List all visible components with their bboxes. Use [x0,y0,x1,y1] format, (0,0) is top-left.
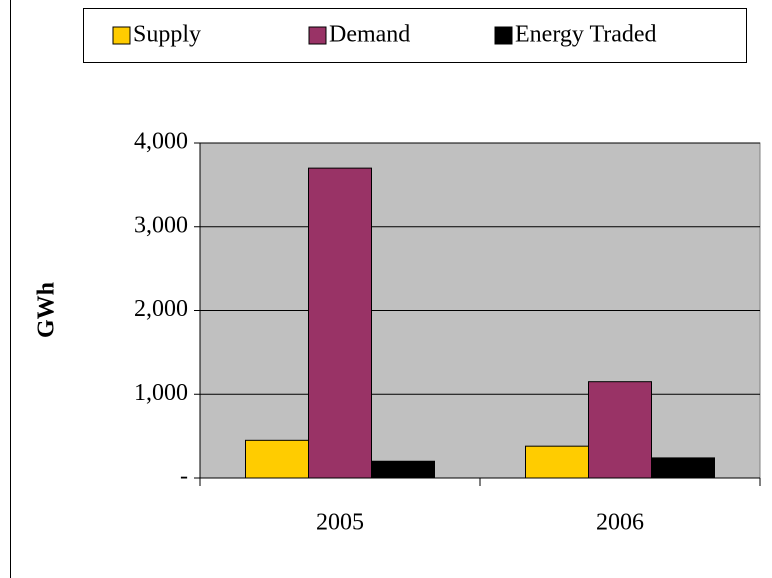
legend-box [83,8,747,63]
legend-label: Demand [329,22,410,48]
bar [371,460,435,479]
x-tick-label: 2006 [596,510,644,536]
legend-swatch [112,26,131,45]
bar [525,445,589,479]
legend-label: Supply [133,22,201,48]
y-tick-label: 2,000 [134,296,188,322]
y-tick-label: 3,000 [134,212,188,238]
bar [308,167,372,479]
bar [651,457,715,479]
y-tick-label: 4,000 [134,129,188,155]
legend-swatch [308,26,327,45]
legend-swatch [494,26,513,45]
y-axis-label: GWh [34,282,60,338]
bar [588,381,652,479]
x-tick-label: 2005 [316,510,364,536]
y-tick-label: - [180,464,188,490]
bar [245,439,309,479]
y-tick-label: 1,000 [134,380,188,406]
legend-label: Energy Traded [515,22,657,48]
